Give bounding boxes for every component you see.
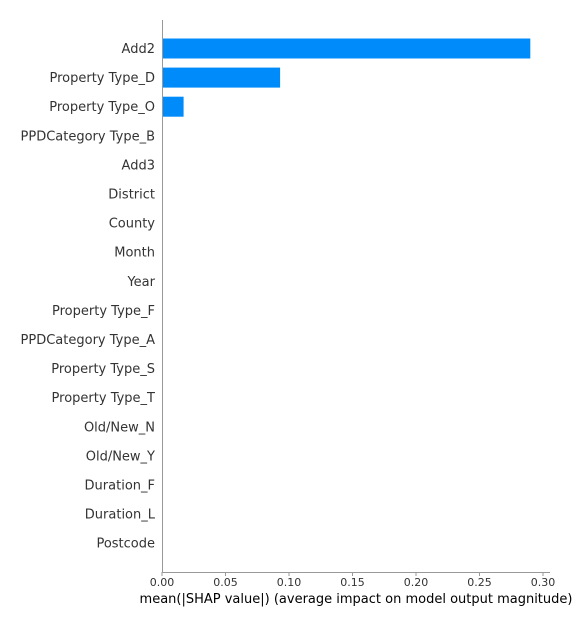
category-label: Add3 — [122, 158, 155, 173]
category-labels: Add2 Property Type_D Property Type_O PPDCat… — [21, 42, 156, 552]
x-tick-label: 0.15 — [340, 576, 365, 589]
category-label: District — [108, 188, 155, 203]
category-label: Add2 — [122, 42, 155, 57]
x-tick-label: 0.00 — [150, 576, 175, 589]
category-label: Property Type_F — [52, 304, 155, 319]
x-tick-label: 0.30 — [531, 576, 556, 589]
x-tick-label: 0.20 — [404, 576, 429, 589]
category-label: Year — [126, 275, 155, 290]
category-label: Duration_L — [85, 508, 156, 523]
category-label: Postcode — [96, 537, 155, 552]
bar — [162, 38, 531, 59]
x-tick-label: 0.10 — [277, 576, 302, 589]
bars-layer — [162, 38, 531, 117]
category-label: PPDCategory Type_A — [21, 333, 156, 348]
x-tick-label: 0.05 — [213, 576, 238, 589]
x-tick-label: 0.25 — [467, 576, 492, 589]
axes — [162, 20, 550, 573]
category-label: Old/New_N — [84, 420, 155, 435]
bar — [162, 67, 281, 88]
category-label: Duration_F — [85, 479, 155, 494]
x-ticks: 0.00 0.05 0.10 0.15 0.20 0.25 0.30 — [150, 572, 556, 589]
category-label: PPDCategory Type_B — [21, 129, 155, 144]
category-label: Month — [114, 246, 155, 261]
category-label: Property Type_T — [52, 391, 156, 406]
bar — [162, 96, 184, 117]
category-label: Property Type_S — [51, 362, 155, 377]
category-label: Property Type_D — [49, 71, 155, 86]
category-label: Property Type_O — [49, 100, 155, 115]
x-axis-title: mean(|SHAP value|) (average impact on mo… — [140, 592, 573, 607]
category-label: County — [109, 217, 156, 232]
category-label: Old/New_Y — [86, 449, 155, 464]
